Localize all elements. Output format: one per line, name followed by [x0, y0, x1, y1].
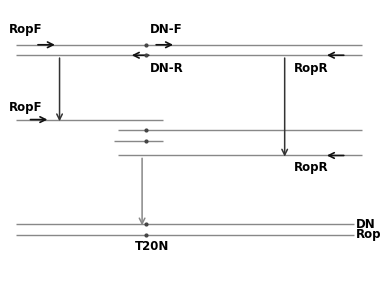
Text: RopR: RopR [294, 62, 329, 75]
Text: RopF: RopF [9, 23, 43, 36]
Text: Rop: Rop [356, 228, 382, 241]
Text: DN: DN [356, 218, 376, 231]
Text: RopF: RopF [9, 101, 43, 114]
Text: T20N: T20N [135, 240, 169, 253]
Text: RopR: RopR [294, 161, 329, 174]
Text: DN-R: DN-R [150, 62, 183, 75]
Text: DN-F: DN-F [150, 23, 182, 36]
